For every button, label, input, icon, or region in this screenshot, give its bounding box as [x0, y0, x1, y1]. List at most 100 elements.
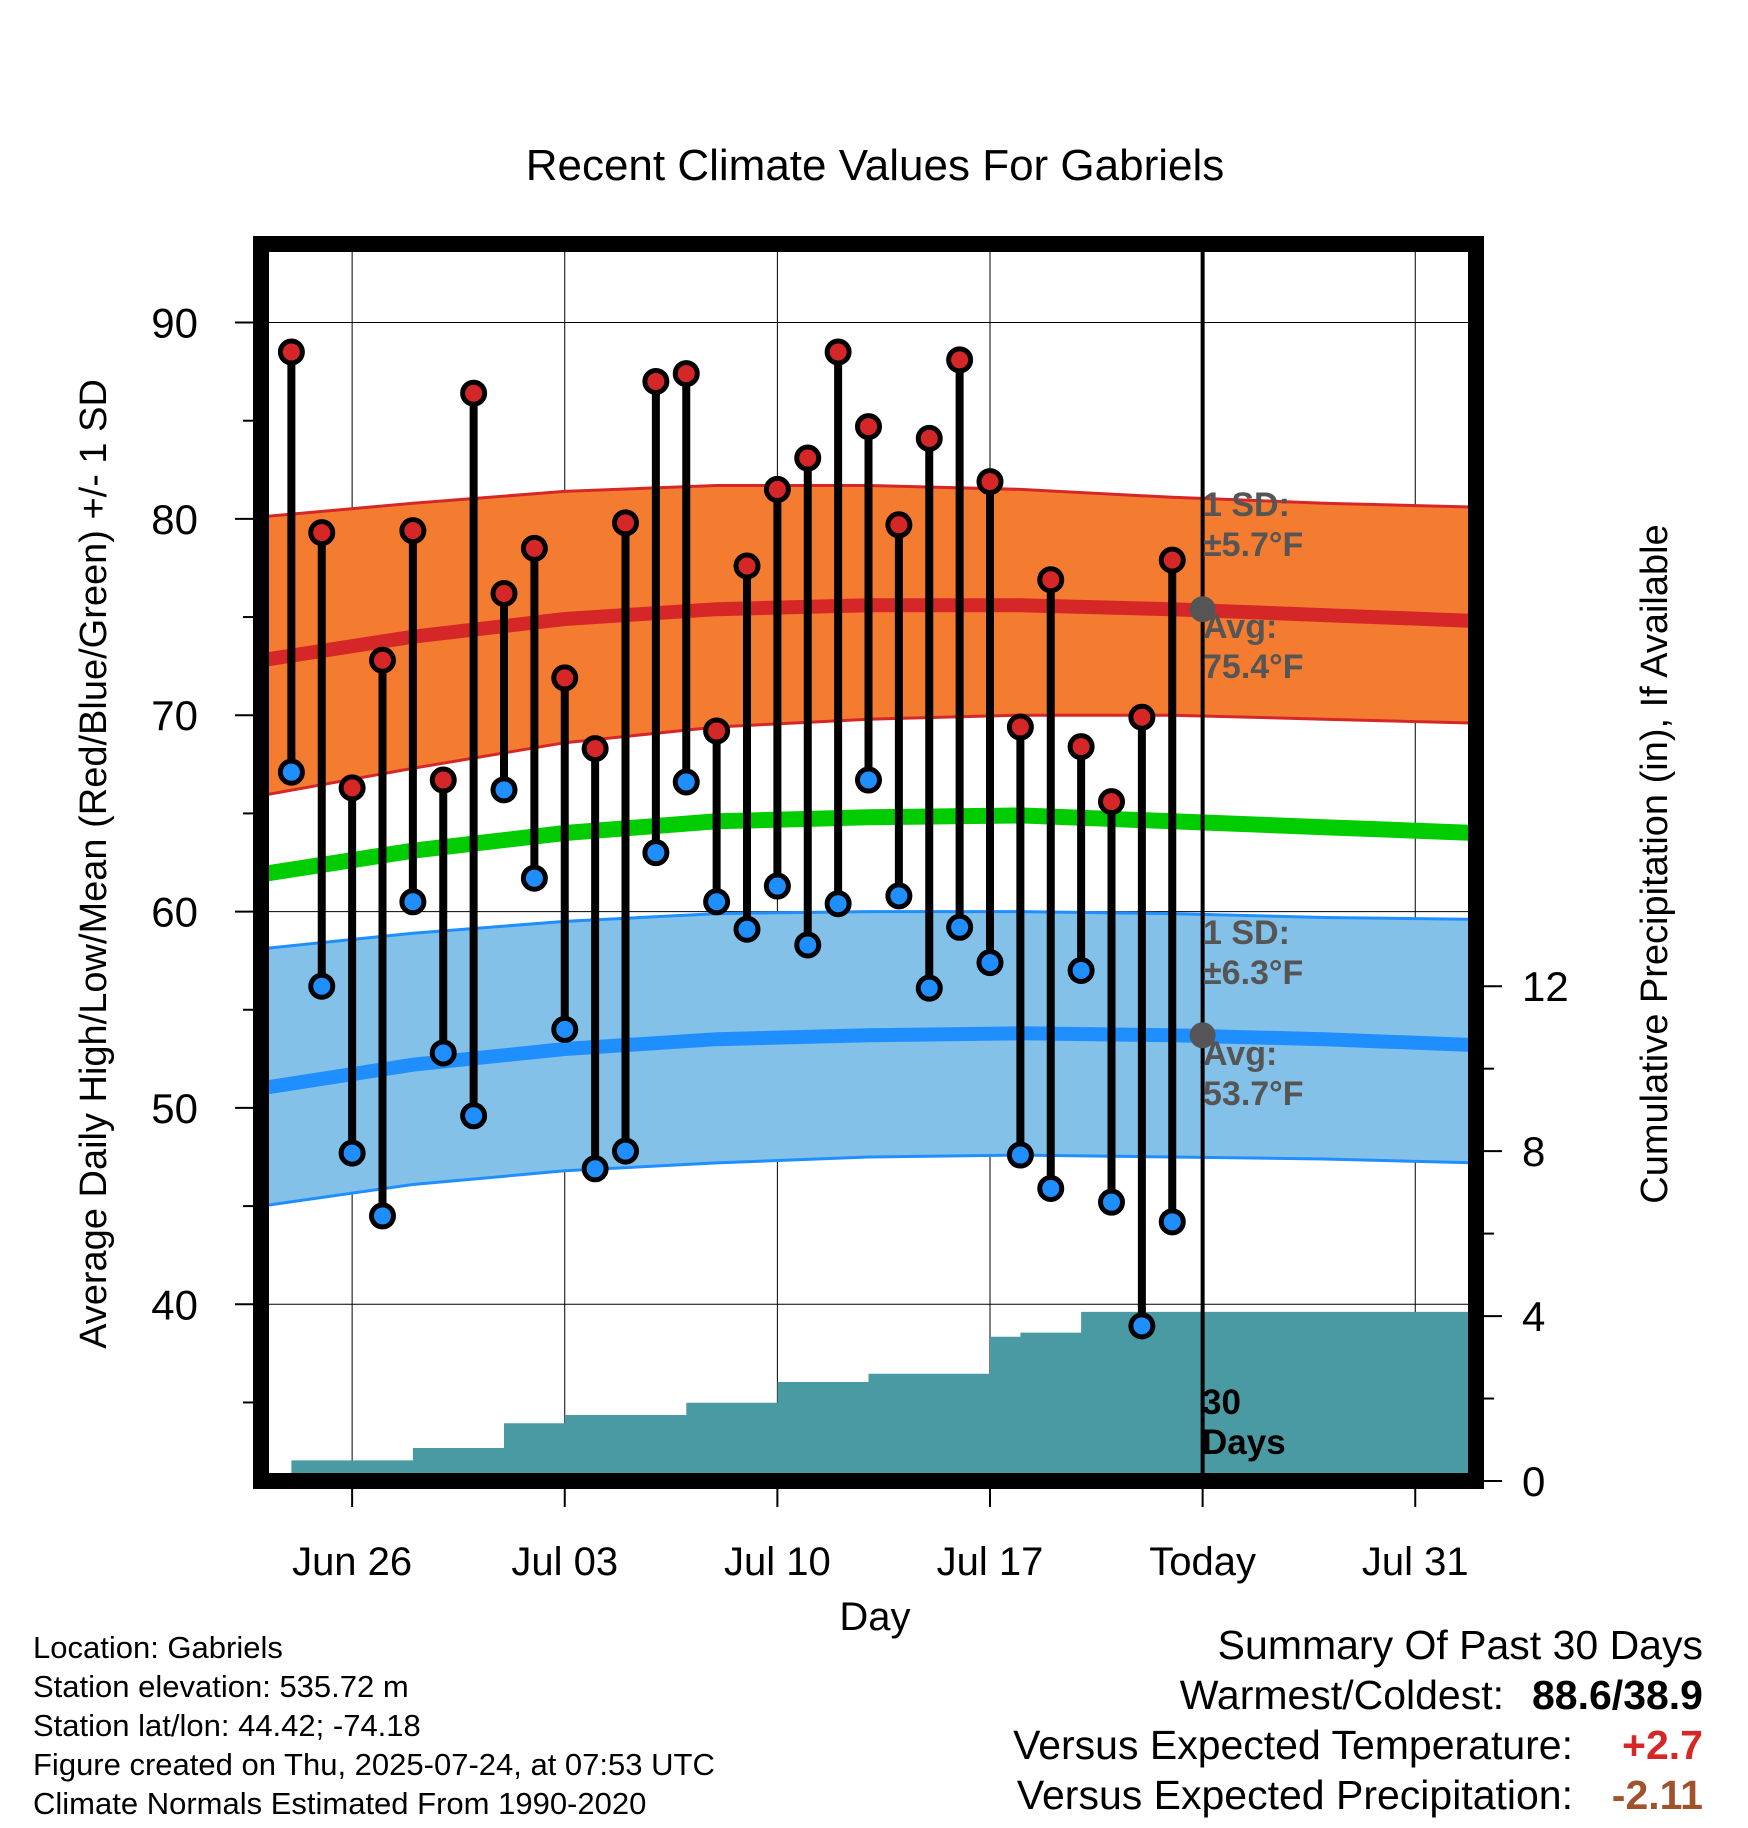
- high-point: [1098, 788, 1125, 816]
- summary-precip-row: Versus Expected Precipitation: -2.11: [1013, 1770, 1703, 1820]
- precip-value: -2.11: [1611, 1772, 1703, 1818]
- high-point: [1158, 546, 1186, 574]
- x-tick-label: Jul 17: [937, 1540, 1044, 1584]
- high-point: [277, 338, 305, 366]
- x-tick-label: Today: [1149, 1540, 1256, 1584]
- high-point: [946, 346, 974, 374]
- low-point: [581, 1155, 609, 1183]
- low-point: [369, 1202, 396, 1230]
- low-point: [308, 972, 336, 1000]
- elevation-text: Station elevation: 535.72 m: [33, 1669, 409, 1704]
- high-point: [490, 580, 518, 608]
- high-point: [520, 534, 548, 562]
- high-point: [308, 519, 336, 547]
- low-point: [885, 882, 913, 910]
- y-tick-label: 50: [151, 1085, 198, 1132]
- low-avg-marker: [1189, 1022, 1216, 1049]
- warmest-value: 88.6/38.9: [1532, 1672, 1703, 1718]
- location-text: Location: Gabriels: [33, 1630, 283, 1665]
- y2-tick-label: 8: [1522, 1128, 1545, 1175]
- high-point: [551, 664, 579, 692]
- low-point: [672, 768, 700, 796]
- low-point: [733, 915, 761, 943]
- high-point: [1037, 566, 1065, 594]
- high-point: [1128, 703, 1156, 731]
- low-sd-annotation-line: ±6.3°F: [1203, 954, 1303, 992]
- low-point: [429, 1039, 457, 1067]
- high-point: [338, 774, 366, 802]
- mean-normal-line: [261, 807, 1476, 883]
- days-annotation: 30 Days: [1202, 1383, 1286, 1462]
- high-point: [885, 511, 913, 539]
- low-point: [855, 766, 882, 794]
- low-sd-lower-line: [261, 1153, 1476, 1208]
- high-point: [733, 552, 761, 580]
- x-axis-label: Day: [839, 1595, 910, 1639]
- temp-label: Versus Expected Temperature:: [1013, 1722, 1573, 1768]
- y2-tick-label: 4: [1522, 1293, 1545, 1340]
- low-point: [460, 1102, 488, 1130]
- low-point: [399, 888, 427, 916]
- low-point: [277, 758, 305, 786]
- y-tick-label: 90: [151, 300, 198, 347]
- high-point: [429, 766, 457, 794]
- summary-title: Summary Of Past 30 Days: [1217, 1622, 1703, 1668]
- chart-title: Recent Climate Values For Gabriels: [526, 141, 1225, 190]
- high-point: [703, 717, 731, 745]
- low-avg-annotation-line: 53.7°F: [1203, 1075, 1304, 1113]
- low-point: [612, 1137, 639, 1165]
- high-avg-annotation-line: Avg:: [1203, 608, 1277, 646]
- x-tick-label: Jul 31: [1362, 1540, 1469, 1584]
- low-point: [338, 1139, 366, 1167]
- low-sd-annotation: 1 SD: ±6.3°F: [1203, 914, 1303, 992]
- high-sd-annotation: 1 SD: ±5.7°F: [1203, 486, 1303, 564]
- created-text: Figure created on Thu, 2025-07-24, at 07…: [33, 1747, 715, 1782]
- high-point: [460, 379, 488, 407]
- low-point: [1158, 1208, 1186, 1236]
- high-point: [794, 444, 822, 472]
- high-point: [976, 468, 1004, 496]
- plot-frame: [253, 236, 1484, 1489]
- high-point: [612, 509, 639, 537]
- low-point: [520, 864, 548, 892]
- warmest-label: Warmest/Coldest:: [1179, 1672, 1504, 1718]
- high-avg-annotation-line: 75.4°F: [1203, 648, 1304, 686]
- x-tick-label: Jul 10: [724, 1540, 831, 1584]
- latlon-text: Station lat/lon: 44.42; -74.18: [33, 1708, 421, 1743]
- low-point: [976, 949, 1004, 977]
- high-avg-annotation: Avg: 75.4°F: [1203, 608, 1304, 686]
- high-point: [399, 517, 427, 545]
- y2-tick-label: 0: [1522, 1458, 1545, 1505]
- normals-text: Climate Normals Estimated From 1990-2020: [33, 1786, 647, 1821]
- high-point: [824, 338, 852, 366]
- x-tick-label: Jul 03: [511, 1540, 618, 1584]
- low-point: [490, 776, 518, 804]
- low-point: [1067, 956, 1095, 984]
- high-point: [915, 424, 943, 452]
- y2-axis-label: Cumulative Precipitation (in), If Availa…: [1634, 524, 1676, 1203]
- y-tick-label: 80: [151, 496, 198, 543]
- low-sd-annotation-line: 1 SD:: [1203, 914, 1290, 952]
- low-point: [946, 913, 974, 941]
- precip-area: [261, 1311, 1476, 1481]
- low-point: [551, 1015, 579, 1043]
- low-point: [1128, 1312, 1156, 1340]
- high-point: [369, 646, 396, 674]
- low-normal-line: [261, 1026, 1476, 1096]
- high-sd-annotation-line: ±5.7°F: [1203, 526, 1303, 564]
- low-point: [794, 931, 822, 959]
- y2-tick-label: 12: [1522, 963, 1569, 1010]
- precip-label: Versus Expected Precipitation:: [1016, 1772, 1573, 1818]
- high-avg-marker: [1189, 596, 1216, 623]
- high-sd-annotation-line: 1 SD:: [1203, 486, 1290, 524]
- temp-value: +2.7: [1622, 1722, 1703, 1768]
- y-tick-label: 40: [151, 1281, 198, 1328]
- high-point: [581, 735, 609, 763]
- high-point: [855, 413, 882, 441]
- y-axis-label: Average Daily High/Low/Mean (Red/Blue/Gr…: [73, 379, 115, 1349]
- high-point: [672, 360, 700, 388]
- summary-panel: Summary Of Past 30 Days Warmest/Coldest:…: [1013, 1620, 1703, 1820]
